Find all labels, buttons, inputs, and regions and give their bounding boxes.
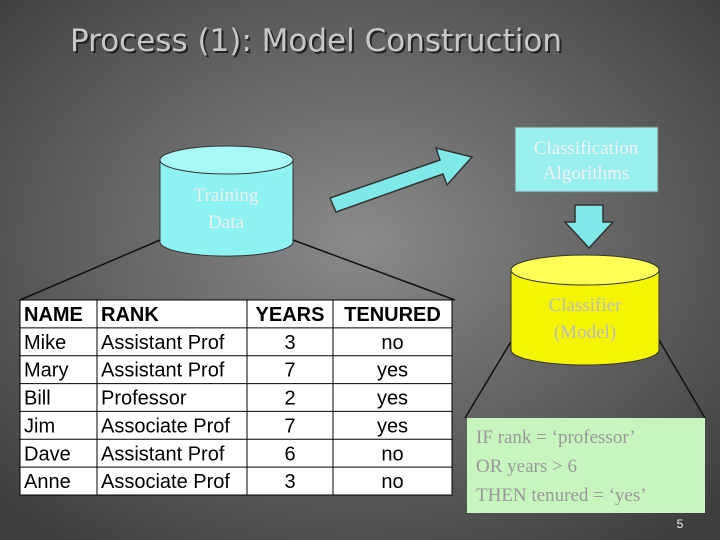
arrow [328, 146, 474, 213]
header-cell: TENURED [344, 304, 441, 326]
classifier-label: Classifier [549, 295, 622, 316]
table-cell: no [381, 332, 403, 354]
title: Process (1): Model Construction [70, 23, 562, 59]
table-cell: Anne [24, 471, 71, 493]
algorithms-label: Classification [534, 138, 639, 159]
connector [292, 239, 456, 301]
table-cell: Jim [24, 415, 55, 437]
connectors [19, 239, 706, 419]
header-cell: NAME [24, 304, 83, 326]
training-cylinder [159, 145, 294, 257]
training-label: Data [208, 212, 244, 233]
table-cell: Mary [24, 360, 68, 382]
table-cell: yes [377, 360, 408, 382]
table-cell: Bill [24, 388, 51, 410]
page-number: 5 [677, 517, 684, 531]
table-cell: 7 [284, 360, 295, 382]
table-cell: yes [377, 388, 408, 410]
table-cell: Associate Prof [101, 471, 230, 493]
down-arrow [563, 204, 615, 250]
algorithms-label: Algorithms [543, 163, 630, 184]
table-cell: no [381, 443, 403, 465]
training-label: Training [194, 185, 259, 206]
table-frame [19, 299, 453, 496]
table-cell: 2 [284, 388, 295, 410]
table-cell: 7 [284, 415, 295, 437]
connector [464, 339, 513, 419]
table-cell: Assistant Prof [101, 332, 225, 354]
table-cell: Assistant Prof [101, 443, 225, 465]
table-cell: Professor [101, 388, 187, 410]
header-cell: RANK [101, 304, 159, 326]
table-cell: yes [377, 415, 408, 437]
table-cell: no [381, 471, 403, 493]
algorithms-box [514, 126, 659, 193]
table-cell: Assistant Prof [101, 360, 225, 382]
connector [19, 239, 161, 301]
header-cell: YEARS [256, 304, 325, 326]
rule-box [467, 418, 705, 513]
classifier-cylinder [510, 254, 660, 366]
classifier-label: (Model) [554, 322, 616, 343]
title-shadow: Process (1): Model Construction [72, 25, 564, 61]
table-cell: 3 [284, 471, 295, 493]
rule-line: OR years > 6 [476, 456, 577, 477]
table-cell: Dave [24, 443, 71, 465]
table: NAME RANK YEARS TENURED Mike Assistant Prof 3 n… [19, 299, 453, 496]
rule-line: THEN tenured = ‘yes’ [476, 485, 647, 506]
table-cell: Mike [24, 332, 66, 354]
table-cell: 3 [284, 332, 295, 354]
table-cell: Associate Prof [101, 415, 230, 437]
connector [658, 339, 706, 419]
rule-line: IF rank = ‘professor’ [476, 427, 636, 448]
table-cell: 6 [284, 443, 295, 465]
